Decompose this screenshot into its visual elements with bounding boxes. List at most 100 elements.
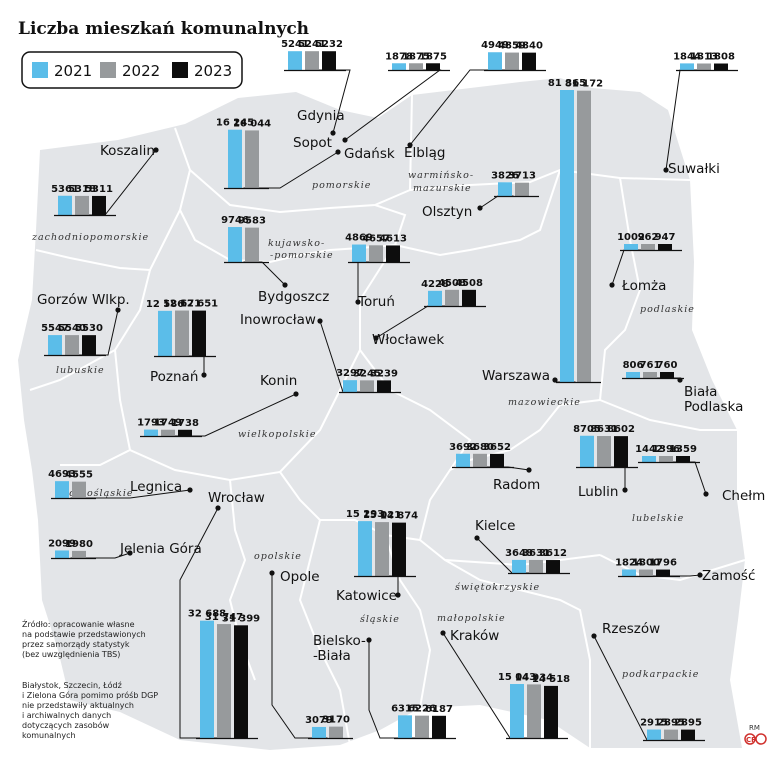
value-label-inowrocław-2023: 3239 — [370, 368, 398, 379]
bar-konin-2022 — [161, 429, 175, 436]
city-dot — [526, 467, 532, 473]
bar-biała-podlaska-2021 — [626, 372, 640, 378]
region-label-kujawsko-1: kujawsko- — [268, 238, 325, 249]
city-name-elbląg: Elbląg — [404, 145, 445, 161]
value-label-kraków-2021: 15 043 — [498, 672, 536, 683]
value-label-bydgoszcz-2021: 9746 — [221, 215, 249, 226]
bar-bielsko-biała-2022 — [415, 715, 429, 738]
city-name-włocławek: Włocławek — [372, 332, 444, 348]
city-name-konin: Konin — [260, 373, 297, 389]
region-label-podlaskie: podlaskie — [640, 304, 695, 315]
bar-jelenia-góra-2021 — [55, 550, 69, 558]
legend-swatch-2021 — [32, 62, 48, 78]
bar-olsztyn-2021 — [498, 182, 512, 196]
bar-wrocław-2023 — [234, 625, 248, 738]
bar-gdynia-2023 — [322, 51, 336, 70]
leader-line — [344, 69, 442, 141]
value-label-opole-2021: 3079 — [305, 715, 333, 726]
city-dot — [440, 630, 446, 636]
value-label-wrocław-2022: 31 747 — [205, 612, 243, 623]
bar-zamość-2022 — [639, 569, 653, 576]
bar-elbląg-2022 — [505, 52, 519, 70]
bar-warszawa-2022 — [577, 90, 591, 383]
bar-legnica-2021 — [55, 481, 69, 498]
bar-toruń-2023 — [386, 245, 400, 262]
source-note: Źródło: opracowanie własne na podstawie … — [22, 618, 146, 659]
value-label-włocławek-2023: 4508 — [455, 278, 483, 289]
source-line-2: na podstawie przedstawionych — [22, 630, 146, 639]
value-label-gorzów-wlkp-2022: 5540 — [58, 323, 86, 334]
bar-kielce-2021 — [512, 559, 526, 573]
city-name-legnica: Legnica — [130, 479, 182, 495]
value-label-katowice-2022: 15 021 — [363, 510, 401, 521]
leader-line — [665, 69, 704, 171]
value-label-poznań-2023: 12 651 — [180, 299, 218, 310]
bar-gorzów-wlkp-2022 — [65, 335, 79, 355]
city-dot — [127, 550, 133, 556]
value-label-biała-podlaska-2022: 761 — [640, 360, 661, 371]
value-label-elbląg-2021: 4949 — [481, 40, 509, 51]
value-label-kielce-2021: 3648 — [505, 548, 533, 559]
bar-włocławek-2023 — [462, 289, 476, 306]
value-label-wrocław-2021: 32 688 — [188, 609, 226, 620]
city-name-kraków: Kraków — [450, 628, 499, 644]
city-dot — [153, 147, 159, 153]
value-label-warszawa-2021: 81 365 — [548, 78, 586, 89]
credit: RM CP — [744, 724, 767, 745]
bar-katowice-2022 — [375, 522, 389, 576]
value-label-zamość-2021: 1824 — [615, 557, 643, 568]
city-dot — [622, 487, 628, 493]
value-label-legnica-2021: 4693 — [48, 469, 76, 480]
city-dot — [201, 372, 207, 378]
bar-radom-2023 — [490, 453, 504, 467]
bar-łomża-2023 — [658, 244, 672, 250]
value-label-suwałki-2023: 1808 — [707, 52, 735, 63]
city-name-łomża: Łomża — [621, 278, 666, 294]
value-label-zamość-2022: 1800 — [632, 558, 660, 569]
value-label-bielsko-biała-2021: 6315 — [391, 703, 419, 714]
city-name-jelenia-góra: Jelenia Góra — [119, 541, 202, 557]
region-label-opolskie: opolskie — [254, 551, 302, 562]
city-name-opole: Opole — [280, 569, 320, 585]
bar-konin-2021 — [144, 429, 158, 436]
value-label-koszalin-2023: 5311 — [85, 184, 113, 195]
bar-gdańsk-2022 — [245, 130, 259, 188]
city-dot — [703, 491, 709, 497]
value-label-katowice-2023: 14 874 — [380, 511, 418, 522]
value-label-gdynia-2023: 5232 — [315, 39, 343, 50]
bar-biała-podlaska-2022 — [643, 372, 657, 378]
legend-label-2022: 2022 — [122, 62, 160, 80]
bar-kraków-2021 — [510, 684, 524, 738]
value-label-kielce-2022: 3631 — [522, 548, 550, 559]
legend: 2021 2022 2023 — [21, 51, 243, 89]
city-name-rzeszów: Rzeszów — [602, 621, 660, 637]
value-label-toruń-2022: 4657 — [362, 233, 390, 244]
bar-zamość-2021 — [622, 569, 636, 576]
region-label-slaskie: śląskie — [360, 614, 400, 625]
value-label-zamość-2023: 1796 — [649, 558, 677, 569]
city-name-poznań: Poznań — [150, 369, 198, 385]
bar-katowice-2023 — [392, 522, 406, 576]
bar-kielce-2023 — [546, 560, 560, 573]
bar-elbląg-2021 — [488, 52, 502, 70]
city-dot — [355, 299, 361, 305]
bar-koszalin-2022 — [75, 195, 89, 215]
bar-toruń-2021 — [352, 244, 366, 262]
city-name-warszawa: Warszawa — [482, 368, 550, 384]
city-name-gdańsk: Gdańsk — [344, 146, 395, 162]
leader-line — [368, 640, 422, 739]
region-label-swietokrzyskie: świętokrzyskie — [455, 582, 540, 593]
value-label-włocławek-2022: 4508 — [438, 278, 466, 289]
bar-bydgoszcz-2022 — [245, 227, 259, 262]
city-name-lublin: Lublin — [578, 484, 618, 500]
credit-logo: CP — [746, 736, 756, 744]
bar-gdynia-2021 — [288, 51, 302, 70]
